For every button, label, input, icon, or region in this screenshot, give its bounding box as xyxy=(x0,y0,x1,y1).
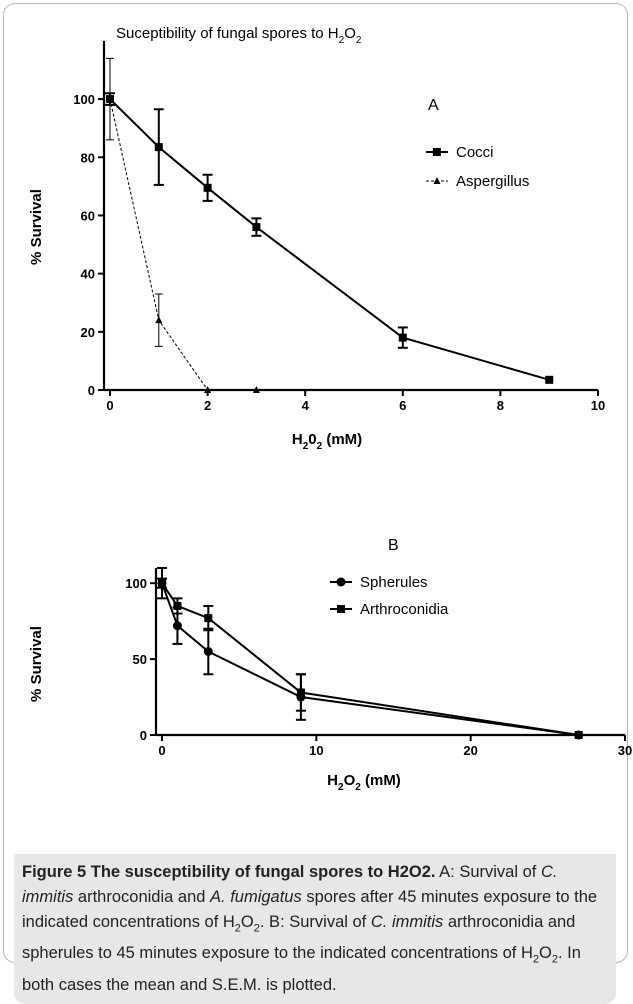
chart-b-legend-label: Spherules xyxy=(360,574,428,591)
chart-b-x-tick-label: 0 xyxy=(158,743,165,758)
figure-svg: Suceptibility of fungal spores to H2O2 A… xyxy=(28,25,632,793)
chart-a-legend-label: Cocci xyxy=(456,144,494,161)
chart-b-series-1-point xyxy=(574,731,583,739)
chart-b-y-tick-label: 0 xyxy=(140,728,147,743)
chart-a-series-0-point xyxy=(252,223,261,232)
caption-fragment: 2 xyxy=(253,922,260,935)
caption-fragment: . B: Survival of xyxy=(259,913,371,931)
chart-a-series-1-line xyxy=(109,98,257,391)
caption-fragment: 2 xyxy=(532,953,540,966)
caption-fragment: A. fumigatus xyxy=(210,888,302,906)
chart-a-legend-marker xyxy=(433,177,441,184)
chart-a-y-tick-label: 60 xyxy=(81,208,95,223)
chart-b-plot: 0 10 20 30 0 50 100 Spherules Arthroconidia xyxy=(125,567,632,758)
chart-b-legend-marker xyxy=(337,605,345,613)
chart-a-x-tick-label: 4 xyxy=(302,398,310,413)
caption-label: Figure 5 The susceptibility of fungal sp… xyxy=(22,863,436,881)
chart-a-series-0-line xyxy=(109,98,550,381)
caption-body: A: Survival of C. immitis arthroconidia … xyxy=(22,863,597,994)
chart-a-title: Suceptibility of fungal spores to H2O2 xyxy=(116,25,362,46)
chart-b-y-tick-label: 50 xyxy=(133,652,147,667)
figure-caption: Figure 5 The susceptibility of fungal sp… xyxy=(14,854,616,1004)
chart-a-series-1-point xyxy=(252,386,260,393)
chart-a-y-tick-label: 0 xyxy=(88,383,95,398)
chart-a-ylabel: % Survival xyxy=(28,189,45,265)
chart-a-x-tick-label: 8 xyxy=(497,398,504,413)
figure-frame xyxy=(3,3,628,963)
chart-a-y-tick-label: 20 xyxy=(81,325,95,340)
chart-b-legend-marker xyxy=(336,577,346,587)
chart-b-x-tick-label: 30 xyxy=(618,743,632,758)
chart-b-y-tick-label: 100 xyxy=(125,576,147,591)
chart-b-series-1-point xyxy=(296,688,305,697)
chart-a-series-1-point xyxy=(106,95,114,103)
chart-a-x-tick-label: 6 xyxy=(399,398,406,413)
chart-a-series-0-point xyxy=(545,375,554,384)
caption-fragment: spores after 45 minutes exposure to the … xyxy=(22,888,598,931)
caption-fragment: O xyxy=(240,913,254,931)
chart-b-legend-label: Arthroconidia xyxy=(360,601,449,618)
caption-fragment: 2 xyxy=(551,953,558,966)
chart-b-xlabel: H2O2 (mM) xyxy=(327,772,401,793)
chart-b-series-1-point xyxy=(158,579,166,588)
chart-b-series-0-point xyxy=(203,647,213,656)
chart-a-y-tick-label: 80 xyxy=(81,150,95,165)
chart-b-series-0-point xyxy=(172,621,182,631)
chart-a-xlabel: H202 (mM) xyxy=(292,431,362,452)
chart-a-x-tick-label: 2 xyxy=(204,398,211,413)
chart-b-series-1-point xyxy=(204,614,213,623)
chart-a-x-tick-label: 10 xyxy=(591,398,605,413)
chart-a-series-0-point xyxy=(398,333,407,342)
chart-b-ylabel: % Survival xyxy=(28,626,45,702)
panel-a-label: A xyxy=(428,97,439,114)
caption-fragment: O xyxy=(539,944,552,963)
chart-a-legend-label: Aspergillus xyxy=(456,173,529,190)
panel-b-label: B xyxy=(388,537,399,554)
chart-a-y-tick-label: 40 xyxy=(81,267,95,282)
chart-a-series-0-point xyxy=(154,143,163,152)
chart-a-y-tick-label: 100 xyxy=(73,92,95,107)
caption-fragment: arthroconidia and spherules to 45 minute… xyxy=(22,913,576,963)
chart-b-series-1-point xyxy=(173,601,182,610)
caption-fragment: 2 xyxy=(234,922,241,935)
caption-fragment: A: Survival of xyxy=(435,863,541,881)
caption-fragment: C. immitis xyxy=(22,863,558,906)
chart-a-series-1-point xyxy=(204,386,212,393)
chart-a-legend-marker xyxy=(433,148,441,156)
caption-fragment: C. immitis xyxy=(370,913,444,931)
chart-a-x-tick-label: 0 xyxy=(106,398,113,413)
chart-b-x-tick-label: 20 xyxy=(463,743,477,758)
chart-a-series-1-point xyxy=(155,316,163,324)
chart-a-series-0-point xyxy=(203,183,212,192)
caption-fragment: arthroconidia and xyxy=(73,888,211,906)
chart-b-x-tick-label: 10 xyxy=(309,743,323,758)
